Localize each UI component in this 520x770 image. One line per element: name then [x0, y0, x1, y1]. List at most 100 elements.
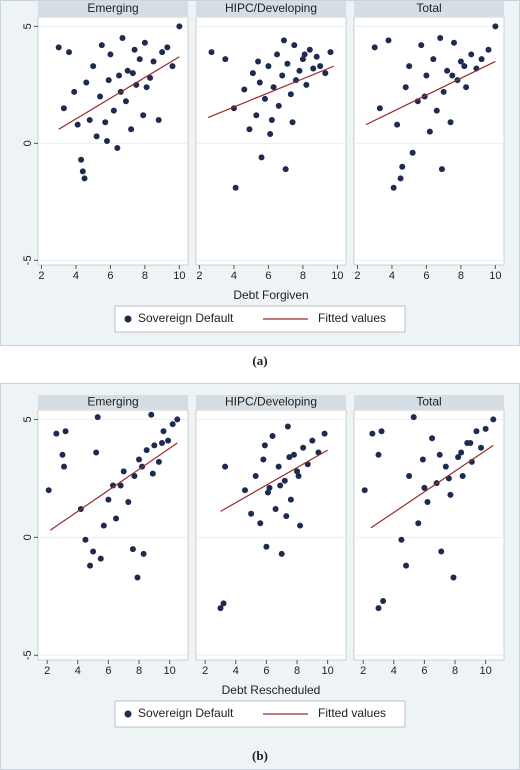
- point: [450, 574, 457, 581]
- point: [282, 166, 289, 173]
- panel-title: Emerging: [87, 395, 138, 409]
- point: [378, 428, 385, 435]
- point: [321, 430, 328, 437]
- point: [463, 84, 470, 91]
- legend-box: [114, 305, 406, 333]
- x-tick-label: 8: [458, 270, 464, 282]
- x-tick-label: 10: [164, 665, 176, 677]
- fitted-line: [220, 449, 328, 512]
- point: [124, 67, 131, 74]
- point: [301, 51, 308, 58]
- point: [310, 65, 317, 72]
- point: [261, 95, 268, 102]
- point: [268, 116, 275, 123]
- point: [220, 600, 227, 607]
- point: [468, 51, 475, 58]
- point: [398, 536, 405, 543]
- point: [437, 35, 444, 42]
- point: [81, 175, 88, 182]
- point: [176, 23, 183, 30]
- fitted-line: [207, 65, 335, 119]
- x-tick-label: 8: [294, 665, 300, 677]
- point: [457, 58, 464, 65]
- legend-swatch: [124, 710, 132, 718]
- point: [87, 562, 94, 569]
- x-axis-label: Debt Forgiven: [233, 288, 308, 302]
- fitted-line: [365, 60, 496, 126]
- panel-title: Total: [416, 1, 441, 15]
- point: [60, 105, 67, 112]
- point: [93, 449, 100, 456]
- point: [313, 53, 320, 60]
- point: [140, 112, 147, 119]
- point: [98, 42, 105, 49]
- x-tick-label: 4: [233, 665, 239, 677]
- point: [82, 536, 89, 543]
- point: [440, 88, 447, 95]
- fitted-line: [49, 442, 178, 531]
- y-tick-label: -5: [22, 650, 34, 660]
- point: [105, 77, 112, 84]
- point: [59, 451, 66, 458]
- x-tick-label: 8: [136, 665, 142, 677]
- x-tick-label: 10: [173, 270, 185, 282]
- point: [376, 105, 383, 112]
- point: [169, 63, 176, 70]
- point: [117, 482, 124, 489]
- point: [274, 51, 281, 58]
- point: [390, 184, 397, 191]
- x-tick-label: 10: [322, 665, 334, 677]
- point: [433, 107, 440, 114]
- point: [289, 119, 296, 126]
- caption: (b): [252, 748, 268, 763]
- point: [269, 432, 276, 439]
- point: [415, 520, 422, 527]
- point: [459, 473, 466, 480]
- point: [169, 421, 176, 428]
- y-tick-label: -5: [22, 255, 34, 265]
- point: [447, 119, 454, 126]
- point: [410, 414, 417, 421]
- point: [90, 548, 97, 555]
- point: [150, 58, 157, 65]
- point: [136, 56, 143, 63]
- point: [409, 149, 416, 156]
- point: [284, 423, 291, 430]
- point: [375, 451, 382, 458]
- point: [174, 416, 181, 423]
- plot-area: [195, 16, 347, 266]
- point: [423, 72, 430, 79]
- point: [158, 440, 165, 447]
- plot-area: [353, 409, 505, 661]
- point: [93, 133, 100, 140]
- point: [122, 98, 129, 105]
- point: [110, 107, 117, 114]
- point: [66, 49, 73, 56]
- point: [403, 562, 410, 569]
- legend-label: Sovereign Default: [138, 706, 234, 720]
- x-tick-label: 4: [75, 665, 81, 677]
- point: [119, 35, 126, 42]
- point: [297, 522, 304, 529]
- point: [97, 555, 104, 562]
- point: [114, 145, 121, 152]
- point: [261, 442, 268, 449]
- point: [253, 112, 260, 119]
- point: [402, 84, 409, 91]
- x-tick-label: 4: [73, 270, 79, 282]
- panel-title: HIPC/Developing: [225, 395, 317, 409]
- point: [258, 154, 265, 161]
- point: [287, 496, 294, 503]
- point: [278, 550, 285, 557]
- point: [103, 138, 110, 144]
- point: [105, 496, 112, 503]
- point: [134, 574, 141, 581]
- plot-area: [353, 16, 505, 266]
- point: [265, 63, 272, 70]
- legend-box: [114, 700, 406, 728]
- point: [232, 184, 239, 191]
- x-tick-label: 6: [421, 665, 427, 677]
- x-tick-label: 4: [389, 270, 395, 282]
- point: [369, 430, 376, 437]
